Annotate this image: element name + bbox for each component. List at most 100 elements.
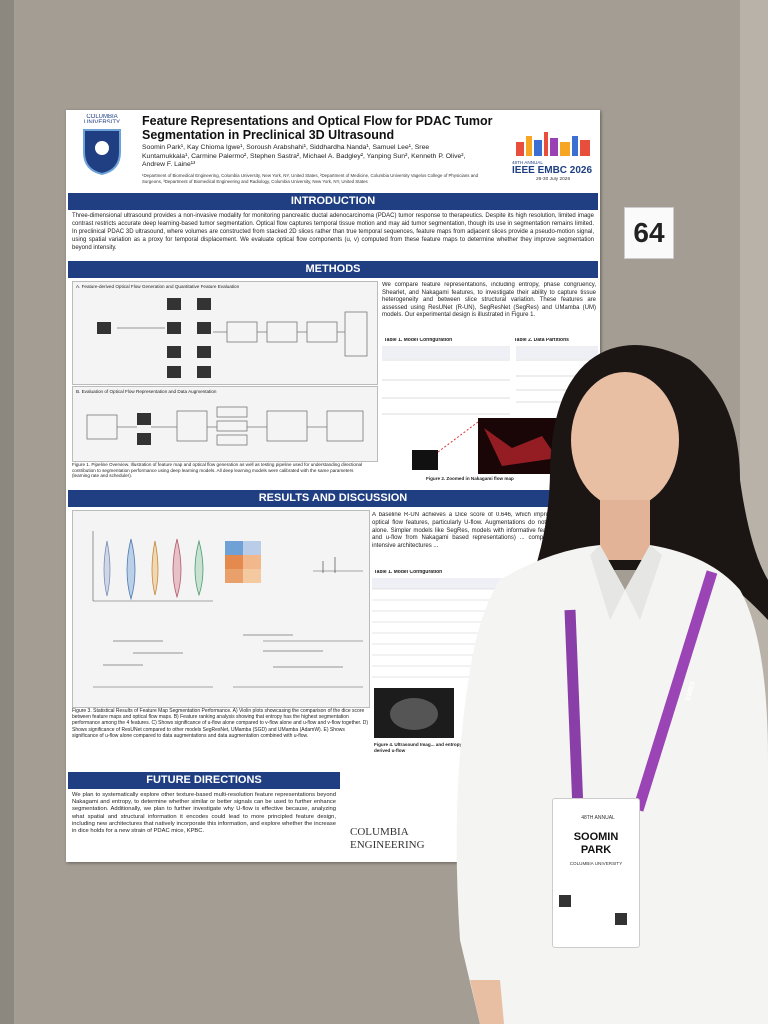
shape bbox=[167, 366, 181, 378]
shape bbox=[126, 538, 136, 601]
shape bbox=[197, 346, 211, 358]
shape bbox=[572, 136, 578, 156]
section-heading: INTRODUCTION bbox=[68, 193, 598, 210]
flow-map-image bbox=[412, 418, 562, 474]
methods-text: We compare feature representations, incl… bbox=[382, 282, 596, 319]
shape bbox=[550, 138, 558, 156]
shape bbox=[86, 406, 364, 446]
results-plots bbox=[92, 531, 363, 688]
shape bbox=[197, 298, 211, 310]
figure-panel: B. Evaluation of Optical Flow Representa… bbox=[72, 386, 378, 462]
shape bbox=[590, 545, 662, 620]
shape bbox=[534, 140, 542, 156]
name-badge: 48TH ANNUAL SOOMIN PARK COLUMBIA UNIVERS… bbox=[552, 798, 640, 948]
evaluation-diagram bbox=[86, 406, 364, 446]
shape bbox=[167, 322, 181, 334]
shape bbox=[172, 538, 182, 599]
table-title: Table 1. Model Configuration bbox=[374, 570, 443, 575]
conference-name: IEEE EMBC 2026 bbox=[512, 165, 593, 176]
shape bbox=[137, 433, 151, 445]
conference-logo bbox=[516, 132, 590, 156]
shape bbox=[93, 570, 363, 688]
person bbox=[456, 345, 768, 1024]
shape bbox=[526, 136, 532, 156]
pipeline-diagram bbox=[97, 298, 368, 378]
shape bbox=[243, 569, 261, 583]
poster-title: Feature Representations and Optical Flow… bbox=[142, 114, 493, 142]
figure-caption: Figure 4. Ultrasound Imag... and entropy… bbox=[374, 742, 463, 753]
shape bbox=[103, 557, 343, 668]
shape bbox=[437, 421, 479, 453]
shape bbox=[484, 428, 557, 466]
shape bbox=[197, 366, 211, 378]
section-heading: METHODS bbox=[68, 261, 598, 278]
shape bbox=[92, 531, 363, 688]
panel-title: B. Evaluation of Optical Flow Representa… bbox=[76, 389, 217, 394]
board-number: 64 bbox=[624, 207, 674, 259]
shape bbox=[117, 327, 345, 333]
shape bbox=[560, 142, 570, 156]
affiliations: ¹Department of Biomedical Engineering, C… bbox=[142, 173, 479, 184]
figure-caption: Figure 3. Statistical Results of Feature… bbox=[72, 708, 368, 739]
shape bbox=[167, 298, 181, 310]
panel-title: A. Feature-derived Optical Flow Generati… bbox=[76, 284, 240, 289]
shape bbox=[564, 609, 584, 811]
shape bbox=[197, 322, 211, 334]
footer-logo: COLUMBIA ENGINEERING bbox=[350, 826, 425, 851]
shape bbox=[470, 980, 504, 1024]
shape bbox=[544, 132, 548, 156]
shape bbox=[412, 450, 438, 470]
badge-affiliation: COLUMBIA UNIVERSITY bbox=[569, 861, 623, 866]
figure-panel bbox=[72, 510, 370, 708]
shape bbox=[117, 311, 368, 357]
shape bbox=[266, 321, 298, 343]
qr-code bbox=[559, 895, 571, 907]
shape bbox=[382, 347, 510, 359]
shape bbox=[266, 410, 308, 442]
introduction-text: Three-dimensional ultrasound provides a … bbox=[72, 213, 594, 251]
shape bbox=[97, 298, 211, 378]
shape bbox=[571, 372, 679, 508]
shape bbox=[137, 413, 151, 425]
table-title: Table 1. Model Configuration bbox=[384, 338, 453, 343]
conference-dates: 26-30 July 2026 bbox=[536, 177, 571, 182]
shape bbox=[151, 540, 159, 596]
shape bbox=[103, 540, 111, 597]
shape bbox=[137, 413, 151, 445]
shape bbox=[382, 346, 598, 415]
shape bbox=[225, 569, 243, 583]
shape bbox=[86, 414, 118, 440]
qr-code bbox=[615, 913, 627, 925]
shape bbox=[372, 578, 598, 589]
shape bbox=[216, 420, 248, 432]
shape bbox=[194, 539, 204, 597]
university: COLUMBIA UNIVERSITY bbox=[83, 114, 120, 123]
conference-edition: 48TH ANNUAL bbox=[512, 160, 543, 165]
badge-name: SOOMIN PARK bbox=[573, 831, 619, 856]
ultrasound-image bbox=[374, 688, 454, 738]
shape bbox=[456, 545, 768, 1024]
shape bbox=[225, 541, 243, 555]
shape bbox=[580, 140, 590, 156]
figure-caption: Figure 2. Zoomed in Nakagami flow map bbox=[426, 476, 514, 481]
shape bbox=[306, 321, 338, 343]
shape bbox=[516, 142, 524, 156]
poster-header: COLUMBIA UNIVERSITY Feature Representati… bbox=[66, 110, 600, 190]
shape bbox=[632, 570, 718, 812]
authors: Soomin Park¹, Kay Chioma Igwe¹, Soroush … bbox=[142, 144, 466, 169]
tables bbox=[382, 346, 598, 415]
shape bbox=[216, 406, 248, 418]
poster: COLUMBIA UNIVERSITY Feature Representati… bbox=[66, 110, 600, 862]
shape bbox=[167, 346, 181, 358]
shape bbox=[243, 555, 261, 569]
shape bbox=[390, 698, 438, 730]
shape bbox=[382, 346, 598, 415]
shape bbox=[97, 322, 111, 334]
shape bbox=[216, 434, 248, 446]
shape bbox=[176, 410, 208, 442]
figure-panel: A. Feature-derived Optical Flow Generati… bbox=[72, 281, 378, 385]
shape bbox=[225, 555, 243, 569]
section-heading: FUTURE DIRECTIONS bbox=[68, 772, 340, 789]
shape bbox=[226, 321, 258, 343]
